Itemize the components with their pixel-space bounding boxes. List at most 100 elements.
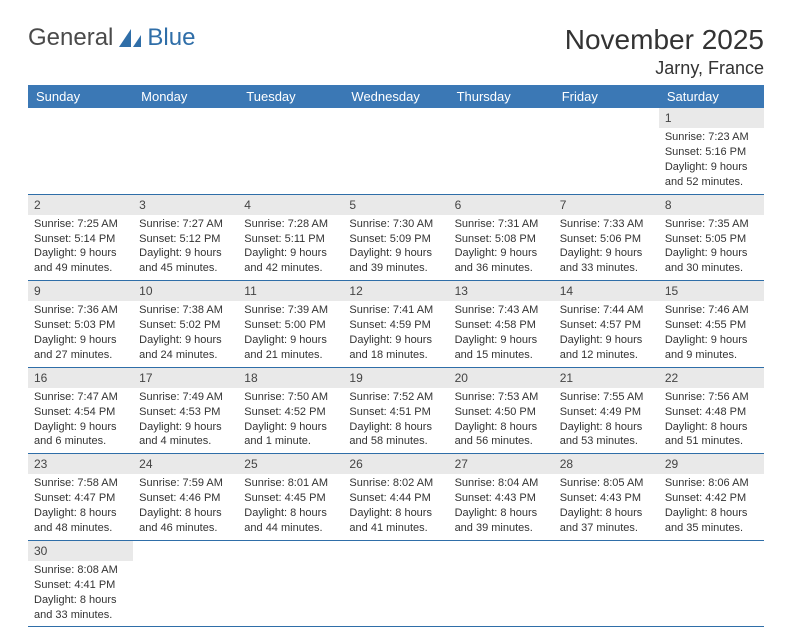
week-row: 2Sunrise: 7:25 AMSunset: 5:14 PMDaylight… xyxy=(28,195,764,282)
day-number: 20 xyxy=(449,368,554,388)
sunrise-text: Sunrise: 7:58 AM xyxy=(34,476,127,491)
daylight-text: Daylight: 9 hours and 33 minutes. xyxy=(560,246,653,276)
day-cell: 23Sunrise: 7:58 AMSunset: 4:47 PMDayligh… xyxy=(28,454,133,540)
day-number: 5 xyxy=(343,195,448,215)
sunset-text: Sunset: 4:45 PM xyxy=(244,491,337,506)
day-body: Sunrise: 7:30 AMSunset: 5:09 PMDaylight:… xyxy=(343,215,448,280)
day-cell: 10Sunrise: 7:38 AMSunset: 5:02 PMDayligh… xyxy=(133,281,238,367)
day-body: Sunrise: 7:41 AMSunset: 4:59 PMDaylight:… xyxy=(343,301,448,366)
week-row: 16Sunrise: 7:47 AMSunset: 4:54 PMDayligh… xyxy=(28,368,764,455)
sunrise-text: Sunrise: 7:33 AM xyxy=(560,217,653,232)
daylight-text: Daylight: 8 hours and 35 minutes. xyxy=(665,506,758,536)
day-body: Sunrise: 7:43 AMSunset: 4:58 PMDaylight:… xyxy=(449,301,554,366)
day-cell: 21Sunrise: 7:55 AMSunset: 4:49 PMDayligh… xyxy=(554,368,659,454)
sunset-text: Sunset: 4:46 PM xyxy=(139,491,232,506)
sunrise-text: Sunrise: 7:44 AM xyxy=(560,303,653,318)
daylight-text: Daylight: 9 hours and 1 minute. xyxy=(244,420,337,450)
daylight-text: Daylight: 9 hours and 24 minutes. xyxy=(139,333,232,363)
day-cell: 6Sunrise: 7:31 AMSunset: 5:08 PMDaylight… xyxy=(449,195,554,281)
day-body: Sunrise: 7:38 AMSunset: 5:02 PMDaylight:… xyxy=(133,301,238,366)
sunrise-text: Sunrise: 7:52 AM xyxy=(349,390,442,405)
daylight-text: Daylight: 9 hours and 4 minutes. xyxy=(139,420,232,450)
day-number: 1 xyxy=(659,108,764,128)
day-body: Sunrise: 7:49 AMSunset: 4:53 PMDaylight:… xyxy=(133,388,238,453)
day-number: 9 xyxy=(28,281,133,301)
sunset-text: Sunset: 4:54 PM xyxy=(34,405,127,420)
day-number: 26 xyxy=(343,454,448,474)
day-number: 23 xyxy=(28,454,133,474)
day-cell: 12Sunrise: 7:41 AMSunset: 4:59 PMDayligh… xyxy=(343,281,448,367)
daylight-text: Daylight: 9 hours and 21 minutes. xyxy=(244,333,337,363)
day-body: Sunrise: 7:25 AMSunset: 5:14 PMDaylight:… xyxy=(28,215,133,280)
day-body: Sunrise: 7:39 AMSunset: 5:00 PMDaylight:… xyxy=(238,301,343,366)
day-body: Sunrise: 8:01 AMSunset: 4:45 PMDaylight:… xyxy=(238,474,343,539)
day-cell: 30Sunrise: 8:08 AMSunset: 4:41 PMDayligh… xyxy=(28,541,133,627)
day-number: 22 xyxy=(659,368,764,388)
day-cell: 3Sunrise: 7:27 AMSunset: 5:12 PMDaylight… xyxy=(133,195,238,281)
sunset-text: Sunset: 5:12 PM xyxy=(139,232,232,247)
daylight-text: Daylight: 9 hours and 6 minutes. xyxy=(34,420,127,450)
day-header-row: SundayMondayTuesdayWednesdayThursdayFrid… xyxy=(28,85,764,108)
day-cell: . xyxy=(238,108,343,194)
day-number: 29 xyxy=(659,454,764,474)
logo-text-general: General xyxy=(28,24,113,52)
sunrise-text: Sunrise: 7:43 AM xyxy=(455,303,548,318)
day-number: 17 xyxy=(133,368,238,388)
sunrise-text: Sunrise: 8:05 AM xyxy=(560,476,653,491)
sunrise-text: Sunrise: 7:36 AM xyxy=(34,303,127,318)
sunrise-text: Sunrise: 8:04 AM xyxy=(455,476,548,491)
sunrise-text: Sunrise: 7:55 AM xyxy=(560,390,653,405)
daylight-text: Daylight: 8 hours and 56 minutes. xyxy=(455,420,548,450)
day-body: Sunrise: 7:35 AMSunset: 5:05 PMDaylight:… xyxy=(659,215,764,280)
day-cell: . xyxy=(133,541,238,627)
day-header-cell: Sunday xyxy=(28,85,133,108)
day-cell: 16Sunrise: 7:47 AMSunset: 4:54 PMDayligh… xyxy=(28,368,133,454)
day-number: 3 xyxy=(133,195,238,215)
day-cell: . xyxy=(238,541,343,627)
sunset-text: Sunset: 5:11 PM xyxy=(244,232,337,247)
daylight-text: Daylight: 8 hours and 51 minutes. xyxy=(665,420,758,450)
day-number: 24 xyxy=(133,454,238,474)
day-cell: 29Sunrise: 8:06 AMSunset: 4:42 PMDayligh… xyxy=(659,454,764,540)
sunrise-text: Sunrise: 7:23 AM xyxy=(665,130,758,145)
day-cell: 11Sunrise: 7:39 AMSunset: 5:00 PMDayligh… xyxy=(238,281,343,367)
day-cell: . xyxy=(449,541,554,627)
day-cell: . xyxy=(554,108,659,194)
sunset-text: Sunset: 4:41 PM xyxy=(34,578,127,593)
daylight-text: Daylight: 9 hours and 52 minutes. xyxy=(665,160,758,190)
day-cell: 8Sunrise: 7:35 AMSunset: 5:05 PMDaylight… xyxy=(659,195,764,281)
daylight-text: Daylight: 8 hours and 44 minutes. xyxy=(244,506,337,536)
day-body: Sunrise: 8:02 AMSunset: 4:44 PMDaylight:… xyxy=(343,474,448,539)
day-cell: 18Sunrise: 7:50 AMSunset: 4:52 PMDayligh… xyxy=(238,368,343,454)
day-number: 11 xyxy=(238,281,343,301)
month-title: November 2025 xyxy=(565,24,764,56)
daylight-text: Daylight: 9 hours and 12 minutes. xyxy=(560,333,653,363)
day-number: 27 xyxy=(449,454,554,474)
sunrise-text: Sunrise: 7:53 AM xyxy=(455,390,548,405)
daylight-text: Daylight: 9 hours and 36 minutes. xyxy=(455,246,548,276)
day-body: Sunrise: 7:55 AMSunset: 4:49 PMDaylight:… xyxy=(554,388,659,453)
daylight-text: Daylight: 8 hours and 37 minutes. xyxy=(560,506,653,536)
daylight-text: Daylight: 9 hours and 42 minutes. xyxy=(244,246,337,276)
day-body: Sunrise: 7:23 AMSunset: 5:16 PMDaylight:… xyxy=(659,128,764,193)
sunrise-text: Sunrise: 7:39 AM xyxy=(244,303,337,318)
day-cell: . xyxy=(133,108,238,194)
day-cell: 1Sunrise: 7:23 AMSunset: 5:16 PMDaylight… xyxy=(659,108,764,194)
day-number: 30 xyxy=(28,541,133,561)
sunset-text: Sunset: 5:09 PM xyxy=(349,232,442,247)
day-body: Sunrise: 7:31 AMSunset: 5:08 PMDaylight:… xyxy=(449,215,554,280)
day-number: 7 xyxy=(554,195,659,215)
daylight-text: Daylight: 9 hours and 45 minutes. xyxy=(139,246,232,276)
day-cell: . xyxy=(659,541,764,627)
week-row: 9Sunrise: 7:36 AMSunset: 5:03 PMDaylight… xyxy=(28,281,764,368)
day-cell: . xyxy=(343,108,448,194)
sunrise-text: Sunrise: 7:46 AM xyxy=(665,303,758,318)
day-number: 6 xyxy=(449,195,554,215)
sunrise-text: Sunrise: 8:06 AM xyxy=(665,476,758,491)
daylight-text: Daylight: 8 hours and 41 minutes. xyxy=(349,506,442,536)
sunrise-text: Sunrise: 7:31 AM xyxy=(455,217,548,232)
daylight-text: Daylight: 8 hours and 58 minutes. xyxy=(349,420,442,450)
day-cell: 13Sunrise: 7:43 AMSunset: 4:58 PMDayligh… xyxy=(449,281,554,367)
day-cell: 19Sunrise: 7:52 AMSunset: 4:51 PMDayligh… xyxy=(343,368,448,454)
sunrise-text: Sunrise: 7:41 AM xyxy=(349,303,442,318)
